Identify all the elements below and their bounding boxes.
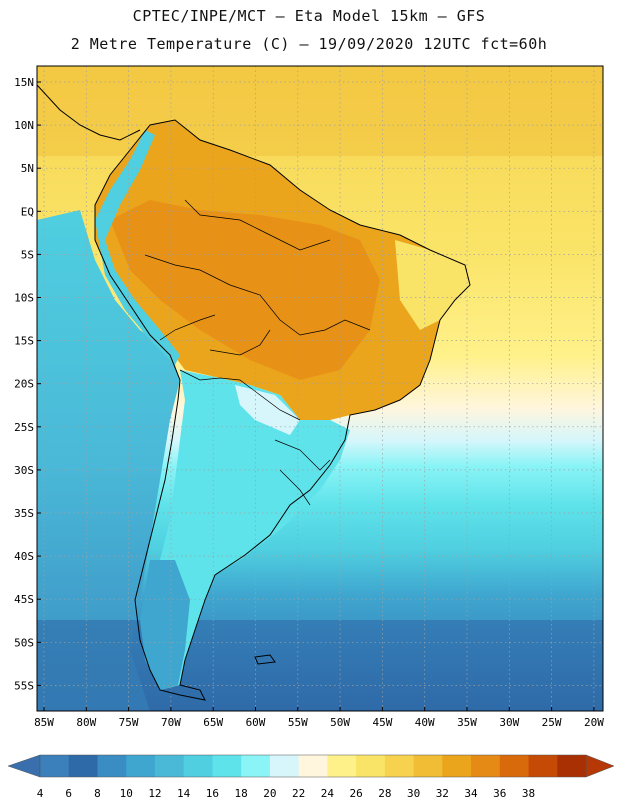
- northeast-mild: [395, 240, 470, 330]
- colorbar-level-label: 22: [292, 787, 305, 800]
- lat-label: 50S: [14, 636, 34, 649]
- lon-label: 55W: [288, 716, 308, 729]
- colorbar-swatch: [298, 755, 328, 777]
- colorbar-swatch: [269, 755, 300, 777]
- colorbar-swatch: [384, 755, 415, 777]
- lon-label: 35W: [457, 716, 477, 729]
- lon-label: 70W: [161, 716, 181, 729]
- colorbar-level-label: 4: [37, 787, 44, 800]
- lon-label: 75W: [119, 716, 139, 729]
- colorbar-level-label: 32: [436, 787, 449, 800]
- colorbar-level-label: 38: [522, 787, 535, 800]
- colorbar-swatch: [40, 755, 70, 777]
- land-pale: [235, 385, 300, 435]
- andes-cool: [95, 130, 180, 365]
- colorbar-swatch: [557, 755, 587, 777]
- colorbar-swatch: [212, 755, 242, 777]
- colorbar-level-label: 34: [464, 787, 478, 800]
- lat-label: 5S: [21, 248, 34, 261]
- lat-label: 15N: [14, 76, 34, 89]
- lon-label: 20W: [584, 716, 604, 729]
- colorbar-level-label: 18: [235, 787, 248, 800]
- colorbar-swatch: [183, 755, 213, 777]
- southern-ocean-field: [37, 620, 603, 711]
- colorbar-swatch: [68, 755, 98, 777]
- lat-label: 45S: [14, 593, 34, 606]
- coastlines: [37, 84, 471, 701]
- colorbar-swatch: [413, 755, 443, 777]
- lon-label: 80W: [76, 716, 96, 729]
- colorbar-swatch: [154, 755, 185, 777]
- colorbar-level-label: 24: [321, 787, 335, 800]
- colorbar-level-label: 26: [349, 787, 362, 800]
- map-frame: [36, 65, 604, 712]
- lat-label: EQ: [21, 205, 34, 218]
- lat-label: 10S: [14, 292, 34, 305]
- lat-label: 25S: [14, 421, 34, 434]
- colorbar-level-label: 28: [378, 787, 391, 800]
- map-title: CPTEC/INPE/MCT – Eta Model 15km – GFS: [132, 7, 486, 25]
- colorbar-swatch: [356, 755, 386, 777]
- land-cool: [145, 370, 350, 690]
- lon-label: 30W: [499, 716, 519, 729]
- temperature-colorbar: 4 6 8 10 12 14 16 18 20 22 24 26 28 30 32 34 36 38: [7, 754, 615, 800]
- patagonia-cold: [140, 560, 190, 690]
- lon-label: 85W: [34, 716, 54, 729]
- lat-label: 30S: [14, 464, 34, 477]
- colorbar-swatch: [499, 755, 530, 777]
- lat-label: 20S: [14, 378, 34, 391]
- colorbar-level-label: 20: [263, 787, 276, 800]
- lat-label: 35S: [14, 507, 34, 520]
- colorbar-level-label: 36: [493, 787, 506, 800]
- map-subtitle: 2 Metre Temperature (C) – 19/09/2020 12U…: [70, 35, 548, 53]
- colorbar-level-label: 6: [65, 787, 72, 800]
- lon-label: 50W: [330, 716, 350, 729]
- lon-label: 60W: [246, 716, 266, 729]
- colorbar-level-label: 30: [407, 787, 420, 800]
- colorbar-swatch: [528, 755, 558, 777]
- lon-label: 65W: [203, 716, 223, 729]
- colorbar-level-label: 8: [94, 787, 101, 800]
- pacific-field: [37, 210, 180, 711]
- colorbar-swatch: [327, 755, 357, 777]
- colorbar-swatch: [471, 755, 501, 777]
- colorbar-level-label: 14: [177, 787, 191, 800]
- lat-label: 40S: [14, 550, 34, 563]
- colorbar-swatch: [97, 755, 127, 777]
- lat-label: 10N: [14, 119, 34, 132]
- colorbar-swatch: [442, 755, 472, 777]
- lon-label: 25W: [542, 716, 562, 729]
- lon-label: 45W: [372, 716, 392, 729]
- colorbar-high-arrow: [585, 754, 615, 778]
- colorbar-low-arrow: [7, 754, 41, 778]
- country-borders: [144, 199, 371, 506]
- caribbean-field: [37, 66, 603, 156]
- colorbar-swatch: [241, 755, 271, 777]
- colorbar-level-label: 12: [148, 787, 161, 800]
- colorbar-level-label: 16: [206, 787, 219, 800]
- longitude-labels: 85W 80W 75W 70W 65W 60W 55W 50W 45W 40W 35W 30W 25W 2…: [34, 707, 604, 729]
- colorbar-swatch: [126, 755, 156, 777]
- latitude-labels: 15N 10N 5N EQ 5S 10S 15S 20S 25S 30S 35S 40S 45S 50S 5…: [14, 76, 41, 692]
- lon-label: 40W: [415, 716, 435, 729]
- lat-label: 55S: [14, 679, 34, 692]
- colorbar-level-label: 10: [120, 787, 133, 800]
- lat-label: 15S: [14, 335, 34, 348]
- lat-label: 5N: [21, 162, 34, 175]
